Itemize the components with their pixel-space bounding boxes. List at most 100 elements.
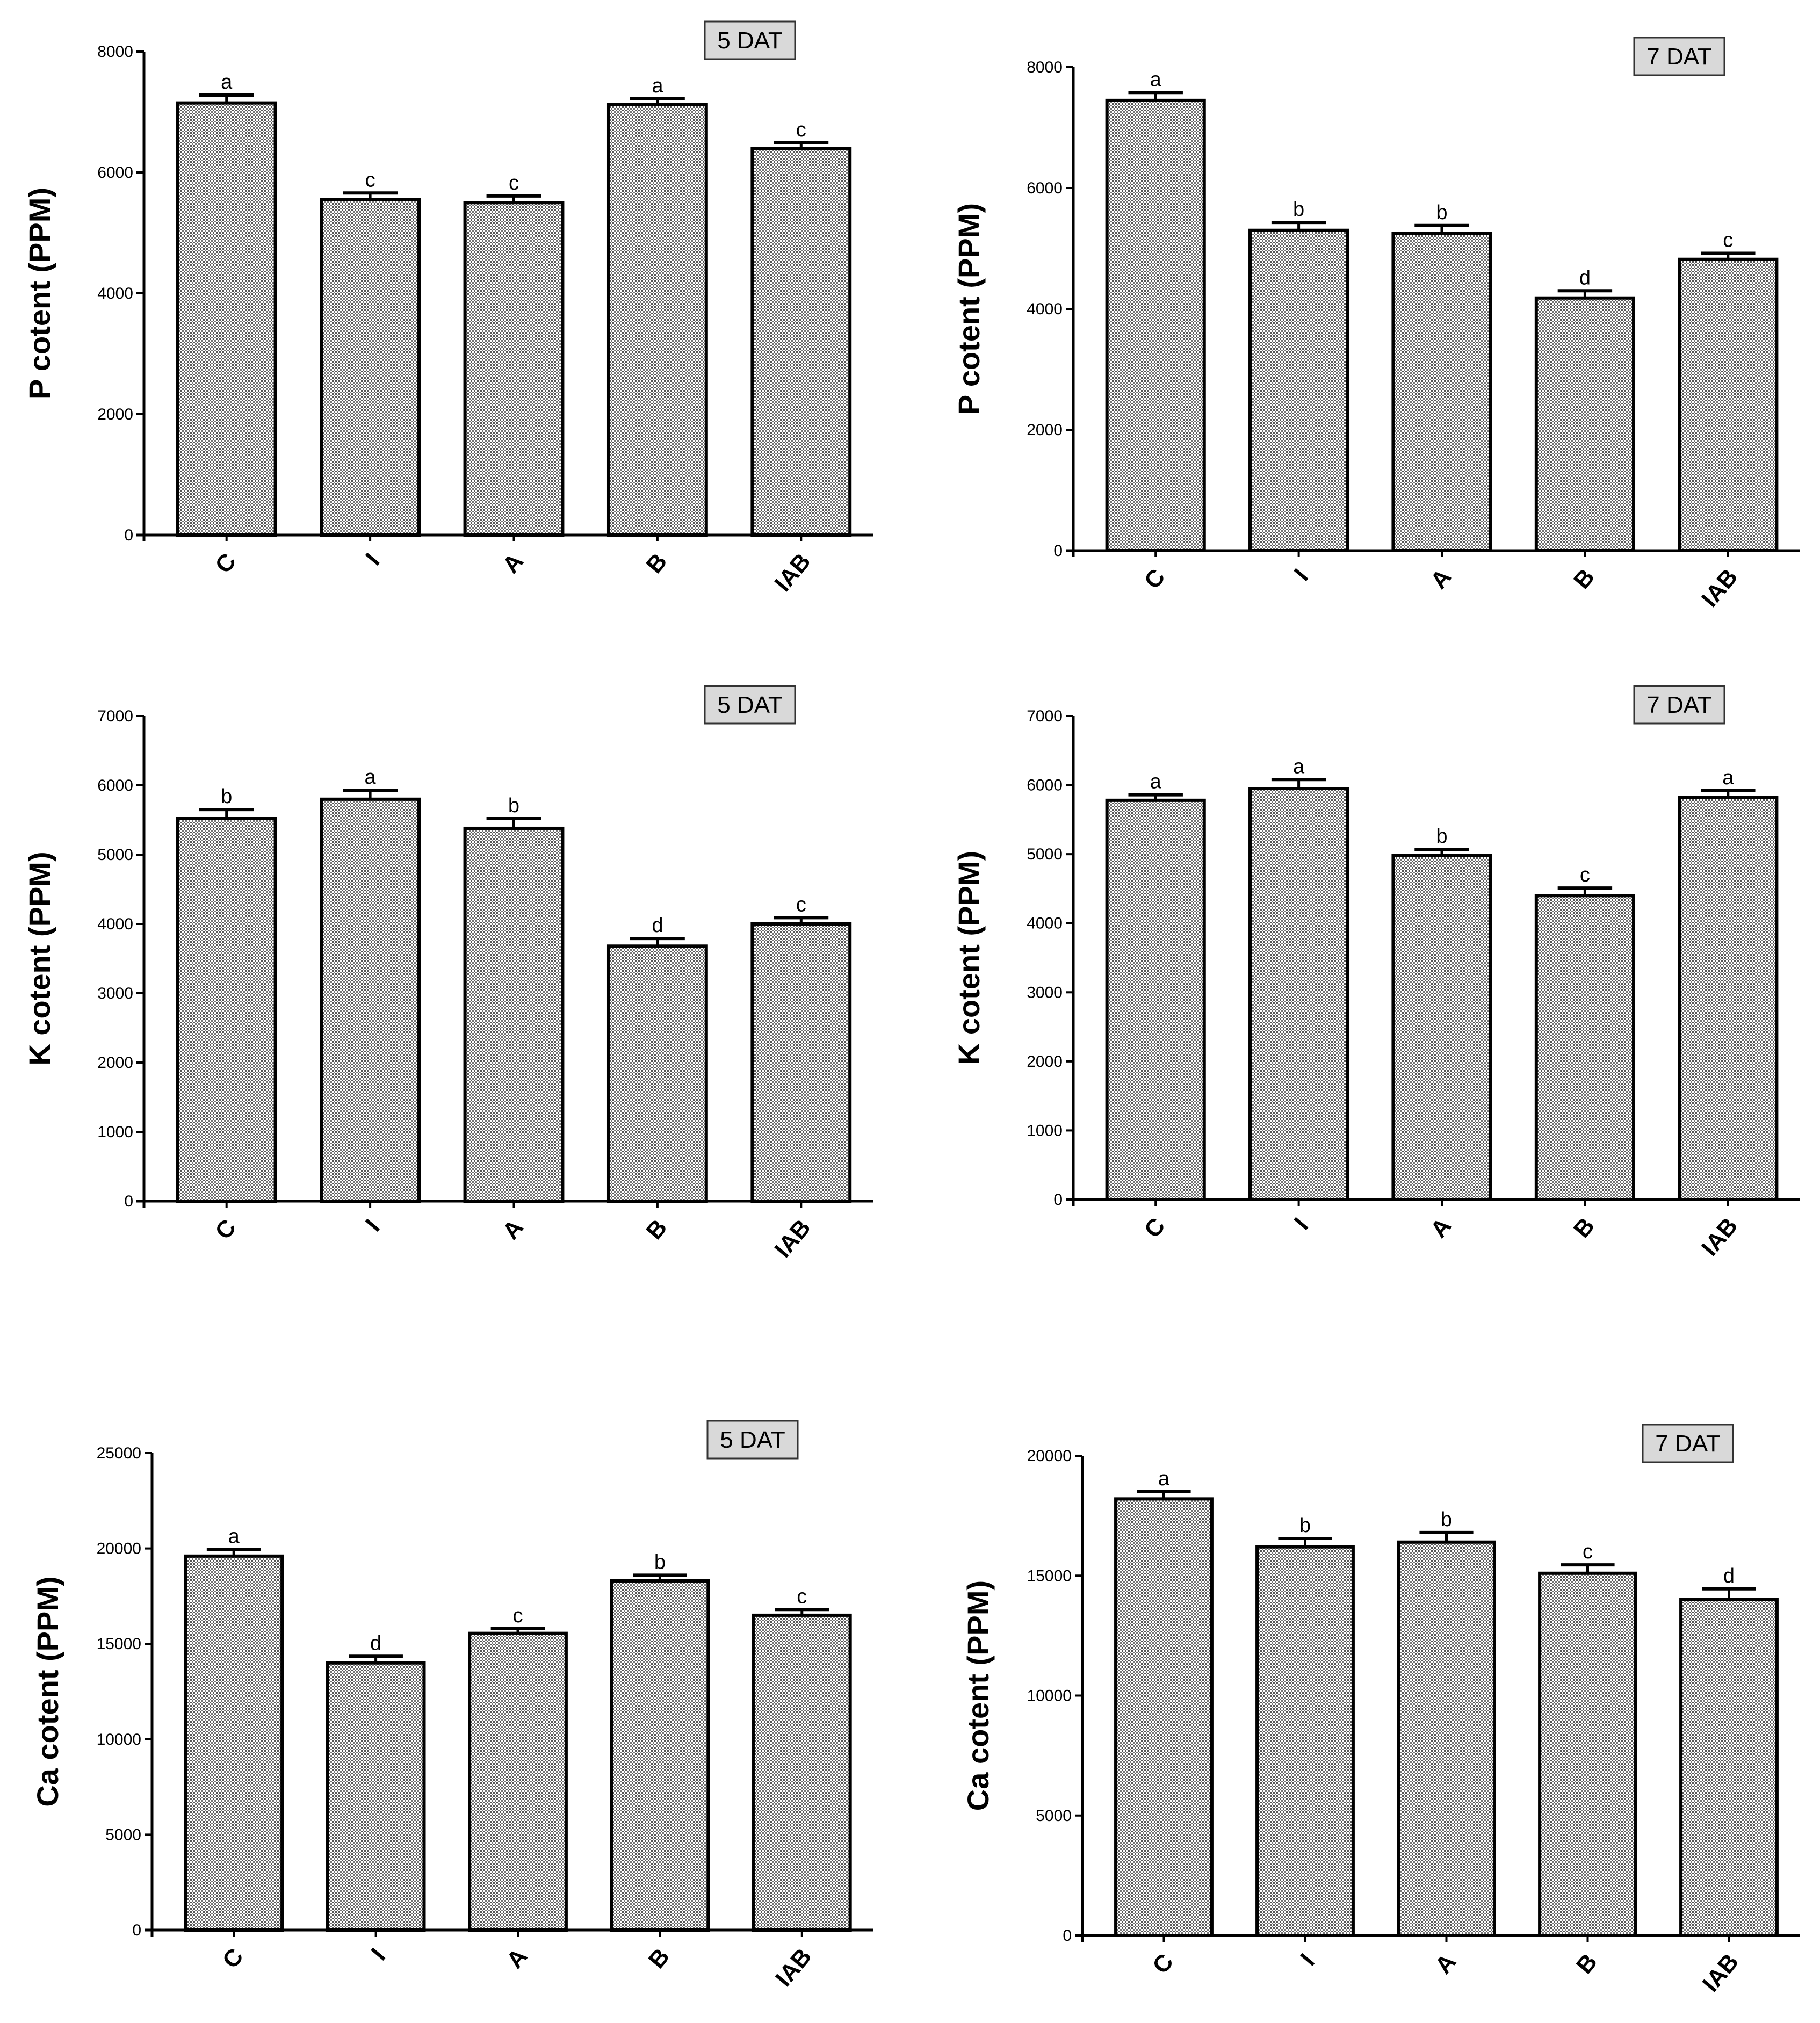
bar-IAB — [750, 922, 852, 1203]
significance-letter: d — [1579, 266, 1591, 289]
y-tick-label: 2000 — [97, 406, 133, 423]
y-tick-label: 0 — [1053, 542, 1063, 560]
x-tick-label-IAB: IAB — [1698, 1949, 1744, 1997]
significance-letter: a — [652, 75, 663, 97]
bar-C — [176, 817, 277, 1203]
bar-IAB — [752, 1613, 852, 1932]
y-tick-label: 2000 — [1027, 421, 1063, 439]
bar-IAB — [1678, 796, 1779, 1201]
significance-letter: c — [797, 1585, 807, 1608]
y-tick-label: 6000 — [1027, 179, 1063, 197]
bar-C — [176, 101, 277, 537]
x-tick-label-IAB: IAB — [1696, 1213, 1743, 1261]
significance-letter: a — [365, 766, 377, 789]
x-tick-label-C: C — [1147, 1949, 1179, 1979]
x-tick-label-B: B — [641, 1215, 672, 1245]
significance-letter: c — [365, 169, 375, 191]
y-tick-label: 25000 — [97, 1444, 141, 1462]
x-tick-label-B: B — [1571, 1949, 1602, 1979]
x-tick-label-A: A — [497, 548, 529, 579]
bar-IAB — [750, 147, 852, 537]
x-tick-label-I: I — [360, 548, 385, 570]
y-tick-label: 5000 — [1027, 846, 1063, 863]
bar-IAB — [1679, 1598, 1779, 1937]
x-tick-label-A: A — [497, 1215, 529, 1245]
chart-panel-middle-left: 0 1000 2000 3000 4000 5000 6000 7000 K cotent (P… — [23, 685, 873, 1263]
y-tick-label: 5000 — [1036, 1807, 1072, 1825]
significance-letter: a — [228, 1525, 240, 1548]
y-tick-label: 3000 — [1027, 984, 1063, 1001]
x-tick-label-B: B — [1569, 1213, 1600, 1243]
dat-badge-label: 7 DAT — [1655, 1430, 1720, 1457]
y-tick-label: 20000 — [1027, 1447, 1072, 1465]
x-tick-label-IAB: IAB — [770, 548, 816, 597]
y-tick-label: 7000 — [97, 707, 133, 725]
significance-letter: b — [221, 785, 232, 808]
y-axis-label: Ca cotent (PPM) — [961, 1580, 995, 1811]
significance-letter: b — [1436, 825, 1447, 848]
x-tick-label-I: I — [366, 1943, 391, 1966]
y-tick-label: 6000 — [97, 777, 133, 794]
bar-C — [1105, 798, 1206, 1202]
x-tick-label-C: C — [1139, 564, 1171, 594]
x-tick-label-IAB: IAB — [770, 1215, 816, 1263]
x-tick-label-I: I — [360, 1215, 385, 1237]
significance-letter: c — [513, 1605, 523, 1627]
y-tick-label: 4000 — [97, 285, 133, 302]
x-tick-label-I: I — [1296, 1949, 1320, 1971]
bar-IAB — [1678, 257, 1779, 552]
bar-B — [1538, 1571, 1637, 1937]
x-tick-label-C: C — [1139, 1213, 1171, 1243]
y-axis-label: Ca cotent (PPM) — [31, 1576, 64, 1807]
significance-letter: a — [1150, 771, 1162, 793]
significance-letter: b — [1299, 1514, 1311, 1537]
x-tick-label-IAB: IAB — [1696, 564, 1743, 612]
y-axis-label: K cotent (PPM) — [23, 851, 56, 1065]
y-tick-label: 7000 — [1027, 707, 1063, 725]
y-tick-label: 8000 — [97, 43, 133, 61]
dat-badge — [704, 685, 796, 725]
y-tick-label: 6000 — [1027, 777, 1063, 794]
significance-letter: c — [796, 893, 806, 916]
y-tick-label: 2000 — [97, 1054, 133, 1072]
x-tick-label-A: A — [1425, 564, 1456, 594]
x-tick-label-B: B — [641, 548, 672, 579]
significance-letter: a — [1150, 68, 1162, 91]
significance-letter: c — [796, 119, 806, 141]
significance-letter: b — [1436, 201, 1447, 224]
dat-badge — [704, 20, 796, 60]
y-tick-label: 0 — [124, 526, 133, 544]
significance-letter: b — [508, 794, 519, 817]
chart-panel-bottom-left: 0 5000 10000 15000 20000 25000 Ca cotent (PPM)… — [31, 1420, 873, 1991]
bar-I — [1255, 1545, 1355, 1937]
y-tick-label: 15000 — [1027, 1567, 1072, 1585]
bar-A — [1397, 1540, 1496, 1937]
x-tick-label-I: I — [1289, 1213, 1313, 1235]
y-axis-label: P cotent (PPM) — [952, 203, 986, 415]
bar-I — [320, 797, 421, 1203]
chart-panel-bottom-right: 0 5000 10000 15000 20000 Ca cotent (PPM) a Cb Ib… — [961, 1424, 1800, 1997]
bar-I — [1248, 228, 1349, 552]
chart-panel-top-right: 0 2000 4000 6000 8000 P cotent (PPM) a Cb Ib Ad Bc… — [952, 37, 1800, 612]
significance-letter: c — [509, 172, 519, 194]
bar-B — [1534, 894, 1635, 1202]
bar-C — [1105, 98, 1206, 552]
y-tick-label: 10000 — [1027, 1687, 1072, 1705]
x-tick-label-B: B — [644, 1943, 675, 1974]
dat-badge-label: 5 DAT — [717, 692, 782, 718]
chart-panel-top-left: 0 2000 4000 6000 8000 P cotent (PPM) a Cc Ic Aa Bc… — [23, 20, 873, 597]
y-tick-label: 6000 — [97, 164, 133, 182]
y-tick-label: 20000 — [97, 1540, 141, 1558]
y-tick-label: 10000 — [97, 1731, 141, 1749]
y-tick-label: 0 — [124, 1193, 133, 1210]
significance-letter: b — [1293, 198, 1304, 221]
x-tick-label-C: C — [210, 1215, 241, 1245]
significance-letter: c — [1583, 1541, 1593, 1563]
y-axis-label: P cotent (PPM) — [23, 187, 56, 399]
significance-letter: d — [370, 1632, 381, 1654]
dat-badge-label: 7 DAT — [1646, 692, 1711, 718]
y-tick-label: 5000 — [105, 1826, 141, 1844]
dat-badge-label: 5 DAT — [717, 27, 782, 54]
significance-letter: c — [1723, 229, 1733, 252]
